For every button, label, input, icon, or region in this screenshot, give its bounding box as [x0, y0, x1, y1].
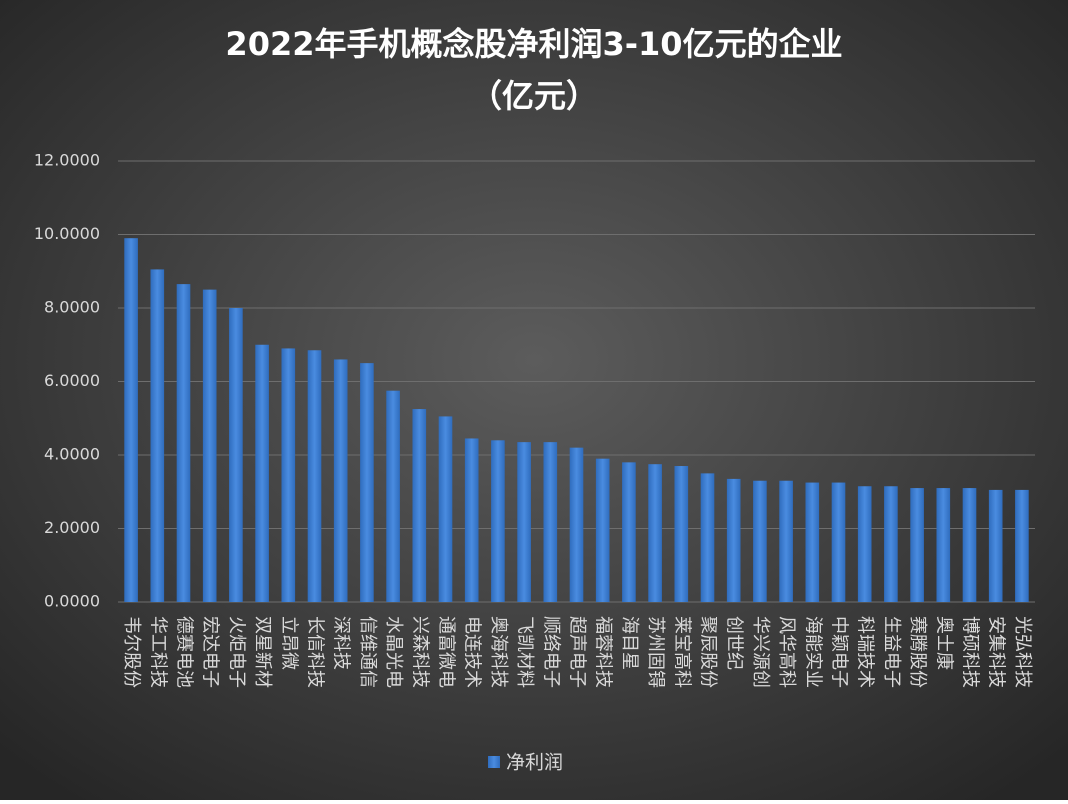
bar	[464, 438, 479, 602]
chart-title: 2022年手机概念股净利润3-10亿元的企业	[225, 25, 842, 63]
x-tick-label: 海能实业	[802, 616, 823, 688]
x-tick-label: 华工科技	[147, 616, 168, 688]
x-tick-label: 水晶光电	[383, 616, 404, 688]
bar	[438, 416, 453, 602]
legend-swatch	[488, 756, 500, 768]
bar	[124, 238, 138, 603]
bar	[543, 442, 558, 602]
x-tick-label: 双星新材	[252, 616, 273, 688]
bar	[491, 440, 505, 602]
bar	[988, 489, 1003, 602]
x-tick-label: 奥海科技	[488, 616, 509, 688]
x-tick-label: 宏达电子	[200, 616, 221, 688]
bar	[805, 482, 820, 602]
bar	[517, 442, 531, 602]
x-tick-label: 顺络电子	[540, 616, 561, 688]
bar	[831, 482, 846, 602]
bar	[412, 409, 427, 602]
x-tick-label: 飞凯材料	[514, 616, 535, 688]
y-tick-label: 10.0000	[34, 224, 100, 243]
bar	[386, 390, 400, 602]
x-tick-label: 生益电子	[881, 616, 902, 688]
bar	[700, 473, 715, 602]
bar	[779, 480, 793, 602]
x-tick-label: 福蓉科技	[593, 616, 614, 688]
x-tick-label: 博硕科技	[960, 616, 981, 688]
y-tick-label: 4.0000	[44, 445, 100, 464]
bar	[333, 359, 348, 602]
bar	[1015, 489, 1029, 602]
x-tick-label: 火炬电子	[226, 616, 247, 688]
bar	[176, 284, 191, 602]
y-tick-label: 12.0000	[34, 151, 100, 170]
bar	[910, 488, 924, 602]
bar	[674, 466, 689, 602]
chart-subtitle: （亿元）	[470, 77, 598, 115]
bar	[360, 363, 374, 602]
x-tick-label: 电连技术	[462, 616, 483, 688]
bar	[857, 486, 872, 602]
legend-label: 净利润	[506, 752, 563, 774]
bar	[936, 488, 951, 602]
x-tick-label: 莱宝高科	[671, 616, 692, 688]
bar	[569, 447, 584, 602]
y-tick-label: 0.0000	[44, 592, 100, 611]
x-tick-label: 赛腾股份	[907, 616, 928, 688]
x-tick-label: 通富微电	[436, 616, 457, 688]
x-tick-label: 风华高科	[776, 616, 797, 688]
x-tick-label: 信维通信	[357, 616, 378, 688]
y-tick-label: 8.0000	[44, 298, 100, 317]
x-tick-label: 德赛电池	[174, 616, 195, 688]
x-tick-label: 兴森科技	[409, 616, 430, 688]
x-tick-label: 深科技	[331, 616, 352, 670]
bar	[962, 488, 977, 602]
bar	[202, 289, 217, 602]
x-tick-label: 超声电子	[567, 616, 588, 688]
x-tick-label: 立昂微	[278, 616, 299, 670]
x-tick-label: 科瑞技术	[855, 616, 876, 688]
x-tick-label: 海目星	[619, 616, 640, 670]
x-tick-label: 华兴源创	[750, 616, 771, 688]
bar	[255, 344, 269, 602]
y-tick-label: 6.0000	[44, 371, 100, 390]
bar	[648, 464, 662, 602]
x-tick-label: 奥士康	[933, 616, 954, 670]
x-tick-label: 光弘科技	[1012, 616, 1033, 688]
x-tick-label: 韦尔股份	[121, 616, 142, 688]
x-tick-label: 创世纪	[724, 616, 745, 670]
x-tick-label: 聚辰股份	[698, 616, 719, 688]
bar	[753, 480, 767, 602]
bar	[281, 348, 296, 602]
bar	[150, 269, 165, 602]
bar	[726, 478, 741, 602]
x-tick-label: 中颖电子	[829, 616, 850, 688]
bar	[622, 462, 636, 602]
x-tick-label: 安集科技	[986, 616, 1007, 688]
bar	[229, 308, 243, 602]
y-tick-label: 2.0000	[44, 518, 100, 537]
x-tick-label: 长信科技	[305, 616, 326, 688]
x-tick-label: 苏州固锝	[645, 616, 666, 688]
bar	[595, 458, 610, 602]
bar	[884, 486, 898, 602]
bar	[307, 350, 322, 602]
